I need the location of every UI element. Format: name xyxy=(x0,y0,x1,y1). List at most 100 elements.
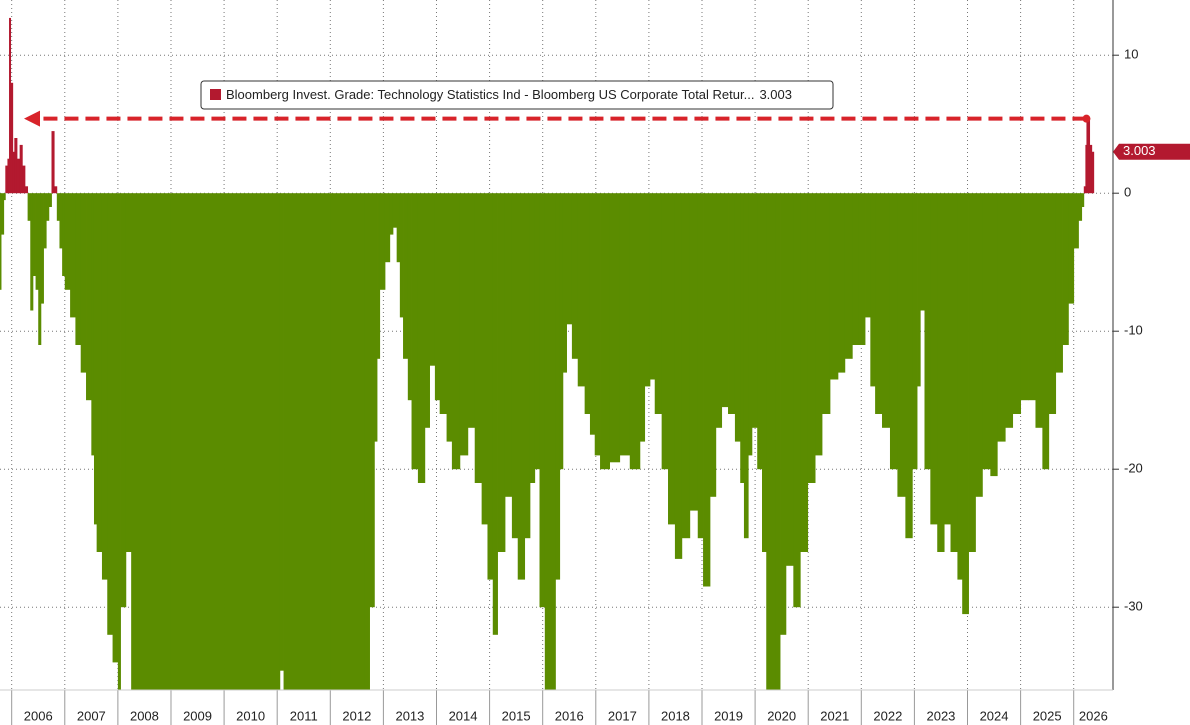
bar xyxy=(577,193,586,387)
bar xyxy=(1085,144,1087,194)
bar xyxy=(62,193,66,276)
bar xyxy=(1005,193,1014,428)
bar xyxy=(740,193,745,483)
bar xyxy=(751,193,758,428)
legend-text: Bloomberg Invest. Grade: Technology Stat… xyxy=(226,87,792,102)
bar xyxy=(822,193,831,414)
bar xyxy=(1,193,5,235)
legend-value: 3.003 xyxy=(759,87,792,102)
bar xyxy=(40,193,44,304)
bar xyxy=(51,131,55,194)
bar xyxy=(497,193,506,552)
bar xyxy=(748,193,753,456)
bar xyxy=(920,193,925,311)
bar xyxy=(277,193,281,690)
bar xyxy=(697,193,704,539)
bar xyxy=(0,193,2,290)
bar xyxy=(529,193,536,483)
bar xyxy=(649,193,656,380)
bar xyxy=(785,193,794,566)
bar xyxy=(399,193,404,318)
bar xyxy=(950,193,958,552)
bar xyxy=(937,193,945,552)
bar xyxy=(1081,193,1085,207)
x-tick-label: 2023 xyxy=(926,708,955,723)
bar xyxy=(27,193,31,221)
bar xyxy=(16,158,21,194)
bar xyxy=(32,193,36,276)
bar xyxy=(1086,118,1091,194)
bar xyxy=(80,193,87,373)
x-tick-label: 2025 xyxy=(1033,708,1062,723)
bar xyxy=(1068,193,1075,304)
bar xyxy=(559,193,564,470)
bar xyxy=(35,193,39,290)
bar xyxy=(19,144,23,194)
bar xyxy=(120,193,127,608)
bar xyxy=(429,193,436,366)
bar xyxy=(551,193,556,690)
bar xyxy=(492,193,498,635)
bar xyxy=(837,193,846,373)
bar xyxy=(96,193,103,552)
bar xyxy=(852,193,859,345)
bar xyxy=(43,193,47,249)
bar xyxy=(511,193,519,539)
bar xyxy=(46,193,50,221)
bar xyxy=(619,193,631,456)
bar xyxy=(600,193,611,470)
bar xyxy=(369,193,375,608)
y-tick-label: 10 xyxy=(1124,47,1138,62)
bar xyxy=(384,193,391,263)
arrow-head xyxy=(24,110,40,127)
bar xyxy=(22,165,26,194)
bar xyxy=(107,193,113,635)
bar xyxy=(1073,193,1079,249)
bar xyxy=(743,193,749,539)
bar xyxy=(661,193,669,470)
bar xyxy=(86,193,92,401)
legend-swatch xyxy=(210,89,221,100)
bar xyxy=(609,193,621,463)
bar xyxy=(780,193,787,635)
bar xyxy=(721,193,729,408)
bar xyxy=(279,193,284,671)
bar xyxy=(1048,193,1057,414)
x-tick-label: 2018 xyxy=(661,708,690,723)
bar xyxy=(24,186,29,194)
bar xyxy=(10,82,14,194)
bar xyxy=(957,193,963,580)
bar xyxy=(917,193,921,387)
bar xyxy=(170,193,225,690)
bar xyxy=(870,193,876,387)
bar xyxy=(7,158,10,194)
bar xyxy=(534,193,540,470)
bar xyxy=(689,193,699,511)
bar xyxy=(459,193,469,456)
bar xyxy=(703,193,711,587)
bar xyxy=(1035,193,1043,428)
bar xyxy=(968,193,976,552)
bar xyxy=(117,193,121,690)
bar xyxy=(734,193,741,442)
x-tick-label: 2026 xyxy=(1079,708,1108,723)
x-tick-label: 2010 xyxy=(236,708,265,723)
bar xyxy=(997,193,1006,442)
x-tick-label: 2019 xyxy=(714,708,743,723)
bar xyxy=(982,193,991,470)
bar xyxy=(446,193,453,442)
bar xyxy=(91,193,95,456)
bar xyxy=(793,193,801,608)
bar xyxy=(70,193,76,318)
bar xyxy=(629,193,641,470)
bar xyxy=(1078,193,1083,221)
x-tick-label: 2017 xyxy=(608,708,637,723)
y-tick-label: -10 xyxy=(1124,323,1143,338)
bar xyxy=(990,193,998,477)
bar xyxy=(882,193,891,428)
bar xyxy=(905,193,913,539)
bar xyxy=(562,193,567,373)
bar xyxy=(396,193,401,263)
bar xyxy=(1042,193,1050,470)
bar xyxy=(644,193,651,387)
